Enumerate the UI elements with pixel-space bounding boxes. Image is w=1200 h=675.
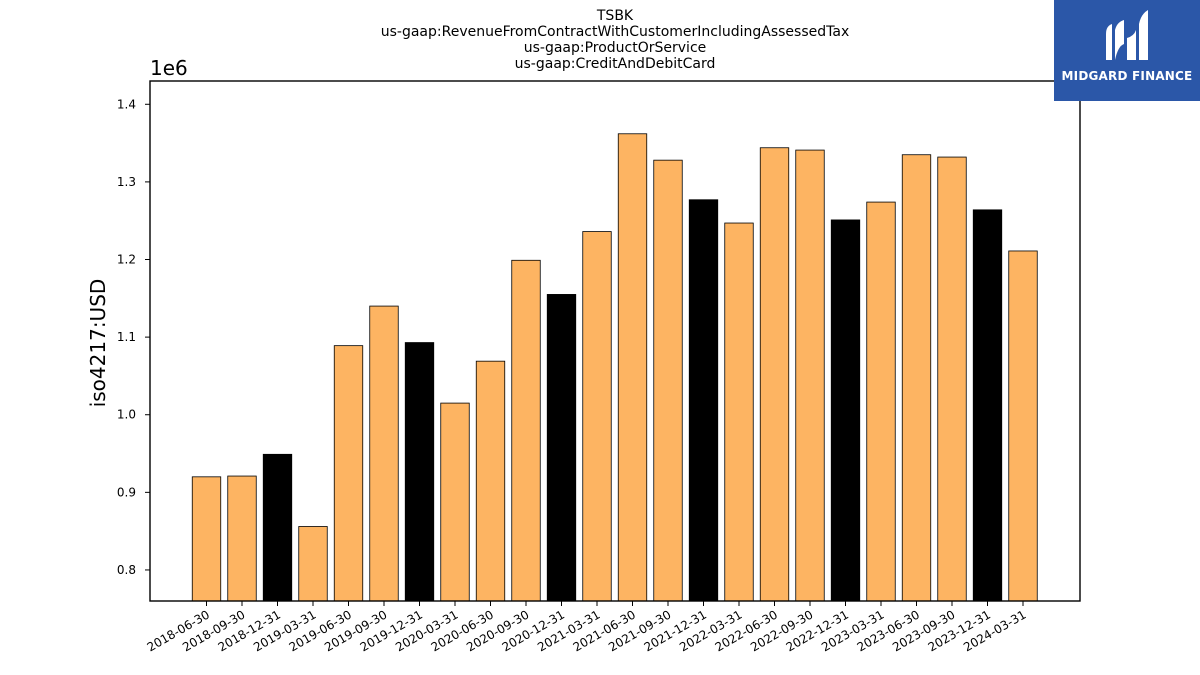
bar-2024-03-31 — [1008, 250, 1038, 602]
bar-2019-06-30 — [333, 345, 364, 602]
x-ticks-group: 2018-06-302018-09-302018-12-312019-03-31… — [145, 601, 1029, 654]
bar-2023-09-30 — [937, 156, 967, 602]
bar-2019-03-31 — [298, 526, 328, 602]
bar-2023-12-31 — [972, 209, 1003, 602]
bar-2020-06-30 — [475, 360, 506, 602]
y-axis-offset-label: 1e6 — [150, 56, 188, 80]
bar-2021-06-30 — [617, 133, 648, 602]
bar-2023-06-30 — [901, 154, 932, 602]
chart-title-line-2: us-gaap:RevenueFromContractWithCustomerI… — [380, 24, 850, 40]
y-tick-label: 0.8 — [117, 563, 136, 577]
bar-2018-09-30 — [227, 475, 257, 602]
bar-2020-09-30 — [511, 259, 541, 602]
bar-2020-03-31 — [440, 402, 470, 602]
bar-2022-06-30 — [759, 147, 790, 602]
chart-title-line-4: us-gaap:CreditAndDebitCard — [514, 56, 716, 72]
y-tick-label: 1.2 — [117, 253, 136, 267]
bar-2023-03-31 — [866, 201, 896, 602]
bar-2022-09-30 — [795, 149, 825, 602]
y-axis-label: iso4217:USD — [86, 278, 110, 408]
chart-title-line-3: us-gaap:ProductOrService — [523, 40, 707, 56]
chart-title-line-1: TSBK — [596, 8, 634, 24]
logo-text: MIDGARD FINANCE — [1061, 69, 1193, 83]
bar-2021-12-31 — [688, 199, 719, 602]
bar-2022-12-31 — [830, 219, 861, 602]
bars-group — [191, 133, 1038, 602]
bar-2020-12-31 — [546, 294, 577, 602]
y-tick-label: 1.1 — [117, 330, 136, 344]
y-tick-label: 1.0 — [117, 408, 136, 422]
logo-mark-icon — [1106, 10, 1148, 60]
bar-2021-09-30 — [653, 159, 683, 602]
bar-2019-12-31 — [404, 342, 435, 602]
midgard-finance-logo: MIDGARD FINANCE — [1054, 0, 1200, 101]
y-tick-label: 1.3 — [117, 175, 136, 189]
y-tick-label: 1.4 — [117, 97, 136, 111]
plot-frame — [149, 80, 1081, 602]
bar-2018-06-30 — [191, 476, 222, 602]
bar-2022-03-31 — [724, 222, 754, 602]
bar-2019-09-30 — [369, 305, 399, 602]
bar-2018-12-31 — [262, 453, 293, 602]
y-tick-label: 0.9 — [117, 485, 136, 499]
y-ticks-group: 0.8 0.9 1.0 1.1 1.2 1.3 1.4 — [117, 97, 150, 577]
bar-2021-03-31 — [582, 231, 612, 602]
